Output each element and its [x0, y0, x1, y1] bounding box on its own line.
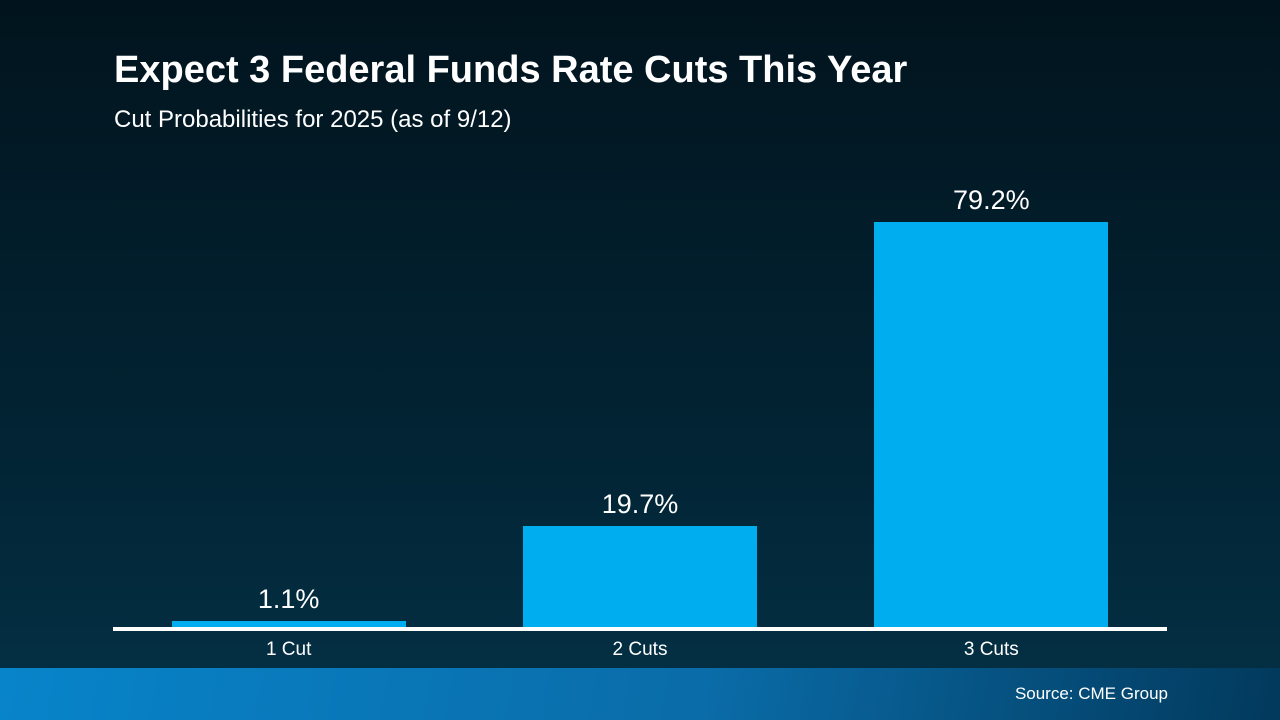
category-label: 2 Cuts	[612, 639, 668, 660]
x-axis-labels: 1 Cut 2 Cuts 3 Cuts	[113, 639, 1167, 661]
bar-value-label: 1.1%	[257, 584, 320, 615]
bar-group-3-cuts: 79.2%	[816, 116, 1167, 627]
plot-area: 1.1% 19.7% 79.2%	[113, 116, 1167, 627]
x-axis-line	[113, 627, 1167, 631]
chart-header: Expect 3 Federal Funds Rate Cuts This Ye…	[114, 48, 907, 134]
chart-title: Expect 3 Federal Funds Rate Cuts This Ye…	[114, 49, 908, 91]
bar-group-1-cut: 1.1%	[113, 116, 464, 627]
footer-bar: Source: CME Group	[0, 668, 1280, 720]
chart-subtitle: Cut Probabilities for 2025 (as of 9/12)	[114, 106, 512, 133]
bar	[523, 526, 757, 627]
category-label: 3 Cuts	[963, 639, 1019, 660]
source-credit: Source: CME Group	[1014, 684, 1168, 703]
bar	[874, 222, 1109, 627]
category-label: 1 Cut	[265, 639, 312, 660]
bar-group-2-cuts: 19.7%	[464, 116, 815, 627]
bar-value-label: 19.7%	[601, 489, 679, 520]
bar-value-label: 79.2%	[953, 185, 1030, 216]
bar	[171, 621, 406, 627]
